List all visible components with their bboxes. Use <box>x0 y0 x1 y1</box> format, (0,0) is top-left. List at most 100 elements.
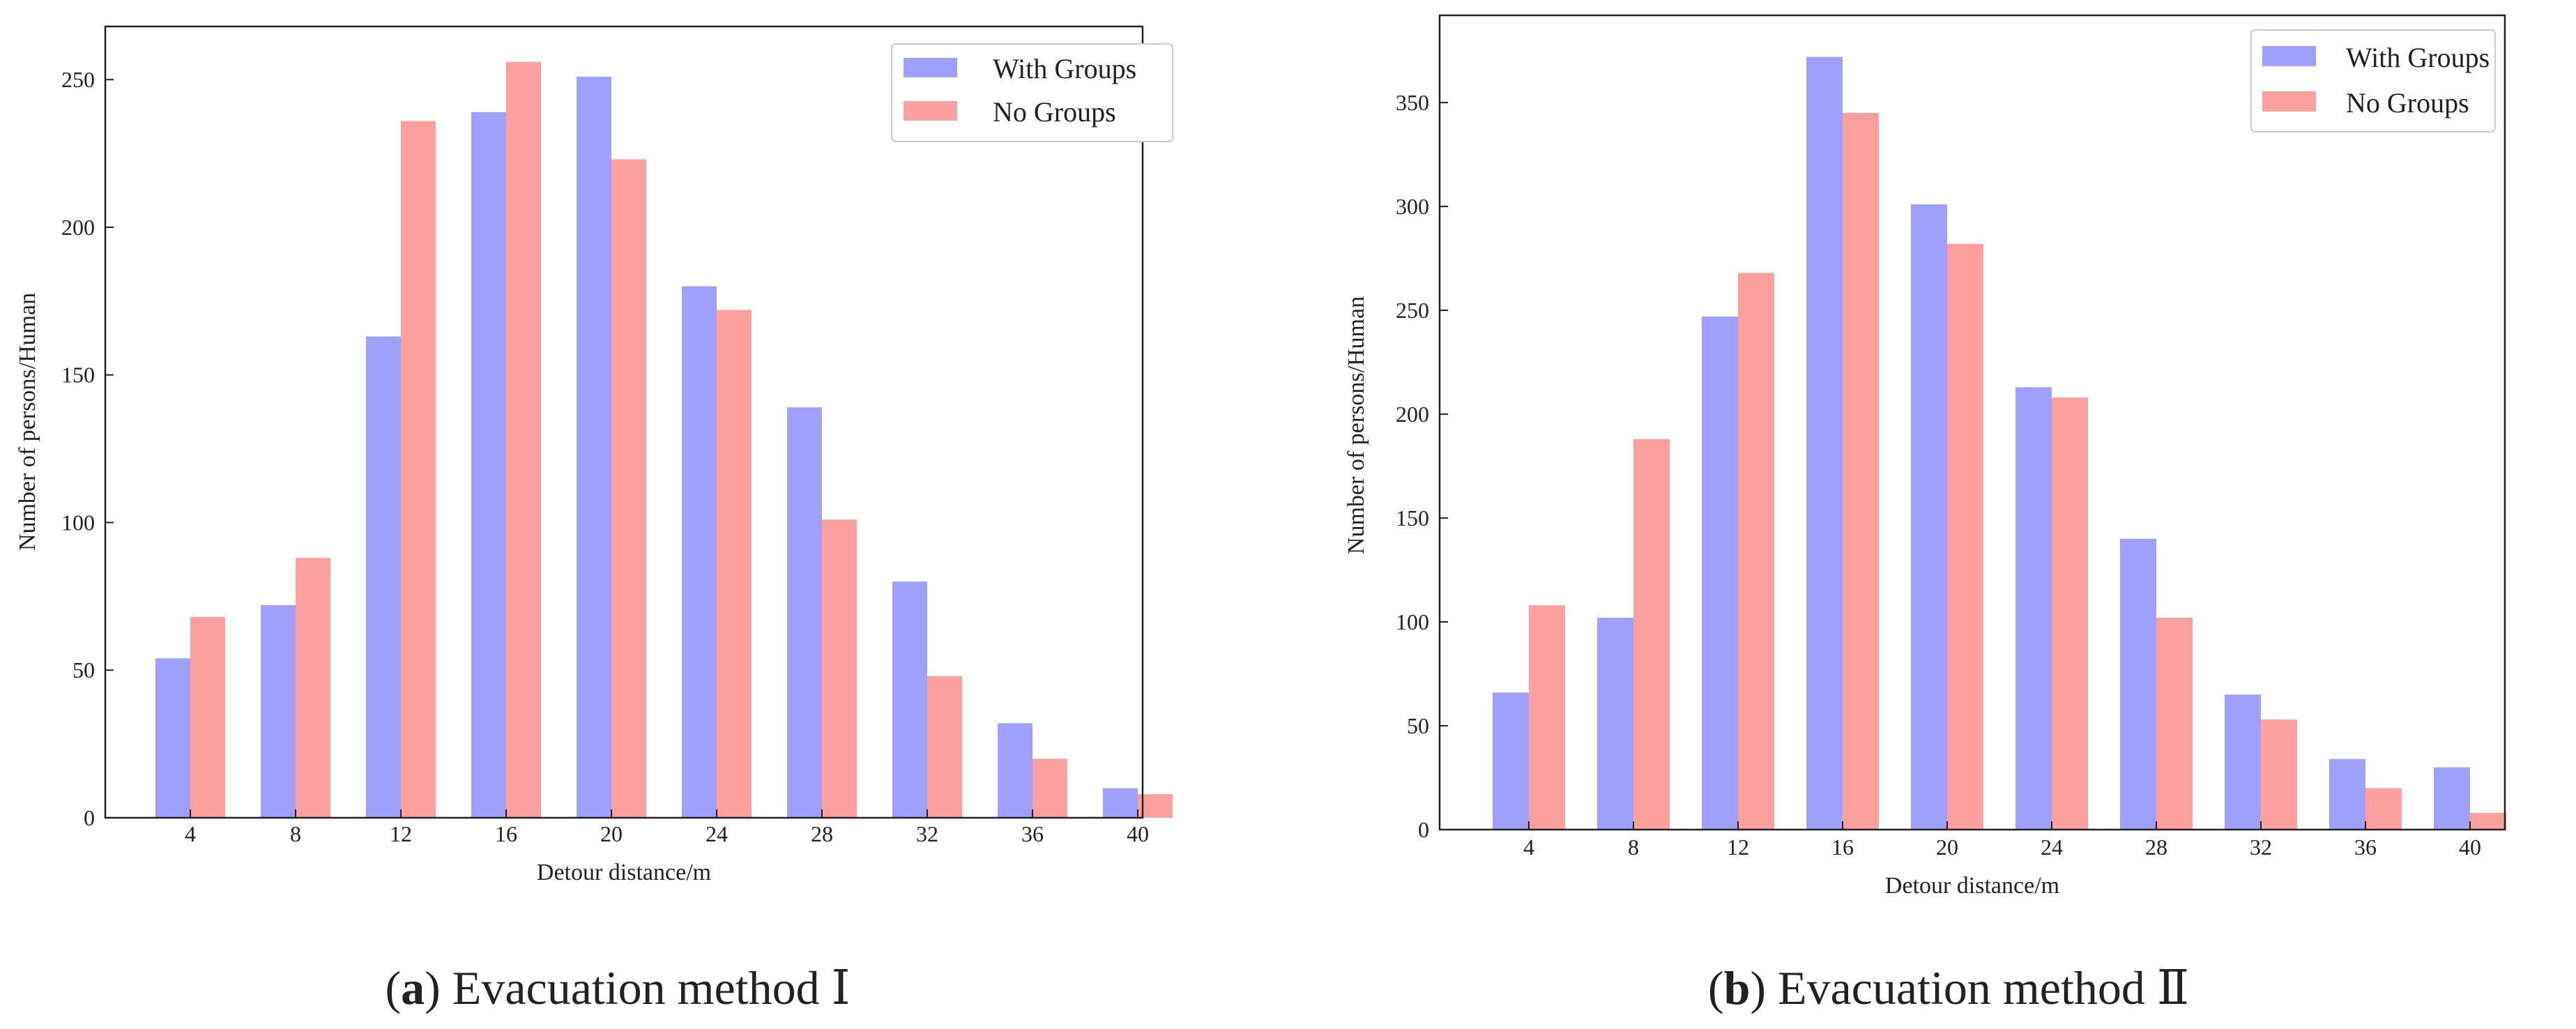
y-tick-label: 250 <box>61 67 95 92</box>
x-tick-label: 24 <box>706 821 728 846</box>
x-tick-label: 40 <box>2459 834 2481 860</box>
chart-a-x-ticks: 4 8 12 16 20 24 28 32 36 40 <box>185 809 1149 846</box>
y-tick-label: 250 <box>1396 298 1429 323</box>
chart-b-x-ticks: 4 8 12 16 20 24 28 32 36 40 <box>1523 821 2481 860</box>
bar-with-groups-36 <box>998 723 1032 818</box>
bar-with-groups-40 <box>2434 767 2470 830</box>
x-tick-label: 20 <box>1936 834 1958 860</box>
chart-a-legend-label-with-groups: With Groups <box>993 53 1136 84</box>
chart-b-y-axis-label: Number of persons/Human <box>1343 296 1369 554</box>
x-tick-label: 32 <box>2250 834 2272 860</box>
chart-a: 0 50 100 150 200 250 4 8 12 16 20 24 28 32 36 40 Detou… <box>15 25 1173 1014</box>
chart-b-legend-label-with-groups: With Groups <box>2346 42 2490 73</box>
bar-with-groups-40 <box>1103 788 1138 818</box>
x-tick-label: 8 <box>290 821 301 846</box>
bar-no-groups-4 <box>190 617 225 818</box>
chart-b-legend-swatch-no-groups <box>2262 91 2316 112</box>
chart-a-x-axis-label: Detour distance/m <box>537 860 711 885</box>
bar-with-groups-12 <box>366 336 401 818</box>
chart-a-bars <box>155 61 1173 818</box>
bar-with-groups-16 <box>471 112 506 818</box>
bar-with-groups-8 <box>261 605 296 818</box>
bar-no-groups-20 <box>1947 243 1983 830</box>
bar-with-groups-4 <box>155 658 190 818</box>
bar-no-groups-16 <box>1843 113 1879 830</box>
x-tick-label: 4 <box>185 821 196 846</box>
y-tick-label: 150 <box>1396 505 1429 531</box>
bar-with-groups-28 <box>787 407 822 818</box>
chart-a-legend-label-no-groups: No Groups <box>993 96 1116 128</box>
y-tick-label: 350 <box>1396 90 1429 115</box>
bar-with-groups-36 <box>2329 759 2365 830</box>
bar-with-groups-20 <box>1911 204 1947 830</box>
bar-no-groups-20 <box>611 159 646 818</box>
bar-with-groups-24 <box>2015 387 2052 830</box>
chart-b-legend-swatch-with-groups <box>2262 46 2316 66</box>
bar-no-groups-12 <box>1738 273 1774 830</box>
y-tick-label: 300 <box>1396 194 1429 219</box>
y-tick-label: 50 <box>1407 713 1429 738</box>
chart-b-plot-frame <box>1438 14 2506 831</box>
chart-b-bars <box>1493 56 2506 830</box>
chart-a-y-ticks: 0 50 100 150 200 250 <box>61 67 114 830</box>
chart-b-legend: With Groups No Groups <box>2250 29 2496 132</box>
chart-a-caption-letter: a <box>401 961 425 1014</box>
bar-with-groups-20 <box>577 76 611 818</box>
bar-no-groups-28 <box>822 519 857 818</box>
bar-no-groups-40 <box>1138 794 1173 818</box>
bar-with-groups-28 <box>2120 538 2156 830</box>
x-tick-label: 32 <box>916 821 938 846</box>
chart-b: 0 50 100 150 200 250 300 350 4 8 12 16 20 24 28 32 36 40… <box>1343 14 2506 1014</box>
y-tick-label: 100 <box>61 510 95 535</box>
bar-no-groups-16 <box>506 61 541 818</box>
bar-no-groups-32 <box>927 676 962 818</box>
chart-a-legend-swatch-no-groups <box>904 101 957 121</box>
y-tick-label: 0 <box>84 805 95 830</box>
y-tick-label: 200 <box>1396 402 1429 427</box>
chart-b-legend-label-no-groups: No Groups <box>2346 87 2469 119</box>
x-tick-label: 8 <box>1628 834 1639 860</box>
bar-no-groups-32 <box>2261 719 2297 830</box>
chart-b-x-axis-label: Detour distance/m <box>1885 873 2059 899</box>
chart-b-caption-letter: b <box>1724 961 1751 1014</box>
chart-b-y-ticks: 0 50 100 150 200 250 300 350 <box>1396 90 1448 842</box>
bar-with-groups-16 <box>1806 56 1843 830</box>
x-tick-label: 16 <box>1831 834 1854 860</box>
bar-with-groups-4 <box>1493 692 1529 830</box>
chart-a-y-axis-label: Number of persons/Human <box>15 293 40 551</box>
bar-no-groups-28 <box>2156 618 2193 830</box>
x-tick-label: 28 <box>2145 834 2167 860</box>
bar-with-groups-32 <box>2225 694 2261 830</box>
bar-no-groups-8 <box>1633 439 1670 830</box>
bar-no-groups-36 <box>2365 788 2402 830</box>
x-tick-label: 20 <box>600 821 623 846</box>
y-tick-label: 150 <box>61 363 95 388</box>
bar-no-groups-8 <box>296 558 330 818</box>
chart-a-legend: With Groups No Groups <box>891 43 1173 142</box>
x-tick-label: 24 <box>2041 834 2063 860</box>
bar-no-groups-36 <box>1032 759 1067 818</box>
bar-with-groups-32 <box>892 581 927 818</box>
chart-a-legend-swatch-with-groups <box>904 58 957 77</box>
x-tick-label: 28 <box>811 821 833 846</box>
chart-a-caption: (a) Evacuation method Ⅰ <box>386 961 851 1014</box>
bar-with-groups-24 <box>682 286 717 818</box>
bar-no-groups-24 <box>2052 397 2088 830</box>
x-tick-label: 12 <box>390 821 412 846</box>
chart-b-caption: (b) Evacuation method Ⅱ <box>1708 961 2189 1014</box>
x-tick-label: 36 <box>1021 821 1044 846</box>
bar-no-groups-4 <box>1529 605 1565 830</box>
y-tick-label: 100 <box>1396 609 1429 634</box>
chart-a-plot-frame <box>104 25 1144 819</box>
x-tick-label: 40 <box>1127 821 1149 846</box>
y-tick-label: 200 <box>61 215 95 240</box>
x-tick-label: 16 <box>495 821 517 846</box>
x-tick-label: 4 <box>1523 834 1534 860</box>
bar-no-groups-12 <box>401 121 436 818</box>
bar-no-groups-24 <box>717 310 752 818</box>
y-tick-label: 50 <box>73 657 95 683</box>
x-tick-label: 36 <box>2354 834 2377 860</box>
bar-with-groups-12 <box>1702 317 1738 830</box>
chart-b-caption-text: ) Evacuation method Ⅱ <box>1750 961 2189 1014</box>
